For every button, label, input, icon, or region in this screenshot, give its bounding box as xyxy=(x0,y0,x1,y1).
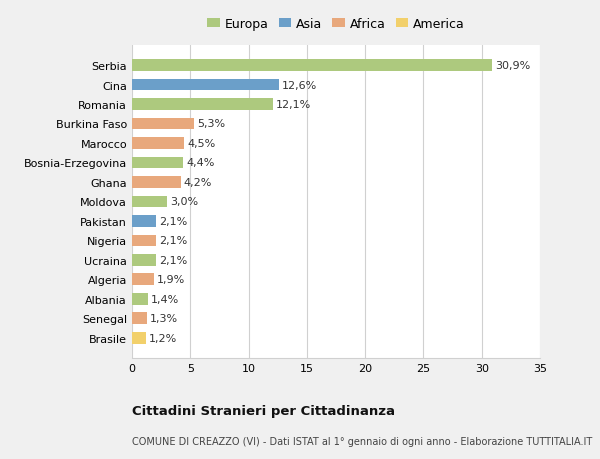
Text: 4,4%: 4,4% xyxy=(186,158,215,168)
Text: 2,1%: 2,1% xyxy=(160,216,188,226)
Text: 3,0%: 3,0% xyxy=(170,197,198,207)
Bar xyxy=(132,313,147,325)
Text: Cittadini Stranieri per Cittadinanza: Cittadini Stranieri per Cittadinanza xyxy=(132,404,395,417)
Text: 2,1%: 2,1% xyxy=(160,255,188,265)
Text: COMUNE DI CREAZZO (VI) - Dati ISTAT al 1° gennaio di ogni anno - Elaborazione TU: COMUNE DI CREAZZO (VI) - Dati ISTAT al 1… xyxy=(132,436,592,446)
Bar xyxy=(132,254,157,266)
Text: 1,4%: 1,4% xyxy=(151,294,179,304)
Text: 30,9%: 30,9% xyxy=(495,61,530,71)
Bar xyxy=(132,235,157,246)
Text: 1,9%: 1,9% xyxy=(157,274,185,285)
Bar xyxy=(132,60,492,72)
Text: 12,1%: 12,1% xyxy=(276,100,311,110)
Text: 4,5%: 4,5% xyxy=(187,139,215,149)
Text: 5,3%: 5,3% xyxy=(197,119,225,129)
Text: 12,6%: 12,6% xyxy=(282,80,317,90)
Text: 1,3%: 1,3% xyxy=(150,313,178,324)
Bar xyxy=(132,157,183,169)
Bar xyxy=(132,332,146,344)
Bar xyxy=(132,79,279,91)
Bar xyxy=(132,177,181,188)
Bar xyxy=(132,293,148,305)
Bar xyxy=(132,274,154,285)
Bar xyxy=(132,99,273,111)
Bar xyxy=(132,216,157,227)
Bar xyxy=(132,196,167,208)
Bar xyxy=(132,118,194,130)
Text: 1,2%: 1,2% xyxy=(149,333,177,343)
Legend: Europa, Asia, Africa, America: Europa, Asia, Africa, America xyxy=(205,16,467,34)
Text: 4,2%: 4,2% xyxy=(184,178,212,188)
Text: 2,1%: 2,1% xyxy=(160,236,188,246)
Bar xyxy=(132,138,184,150)
